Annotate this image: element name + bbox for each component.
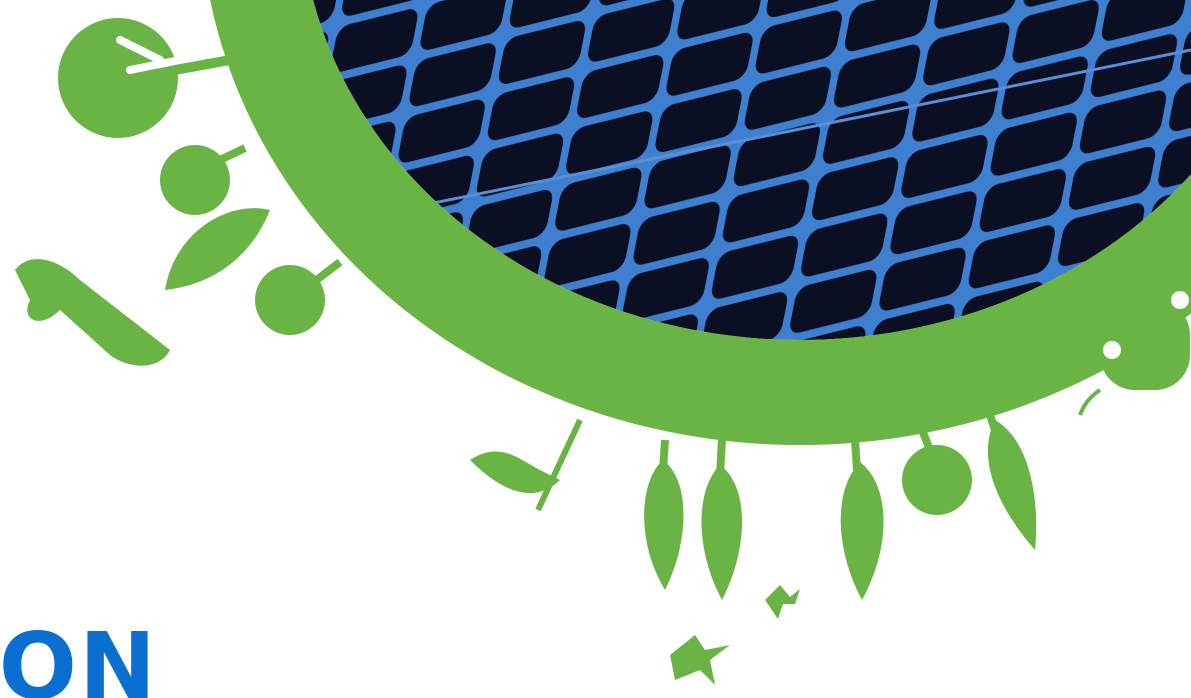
green-ring	[210, 0, 1191, 445]
logo: EATON	[0, 613, 158, 698]
decorations	[15, 18, 1190, 685]
